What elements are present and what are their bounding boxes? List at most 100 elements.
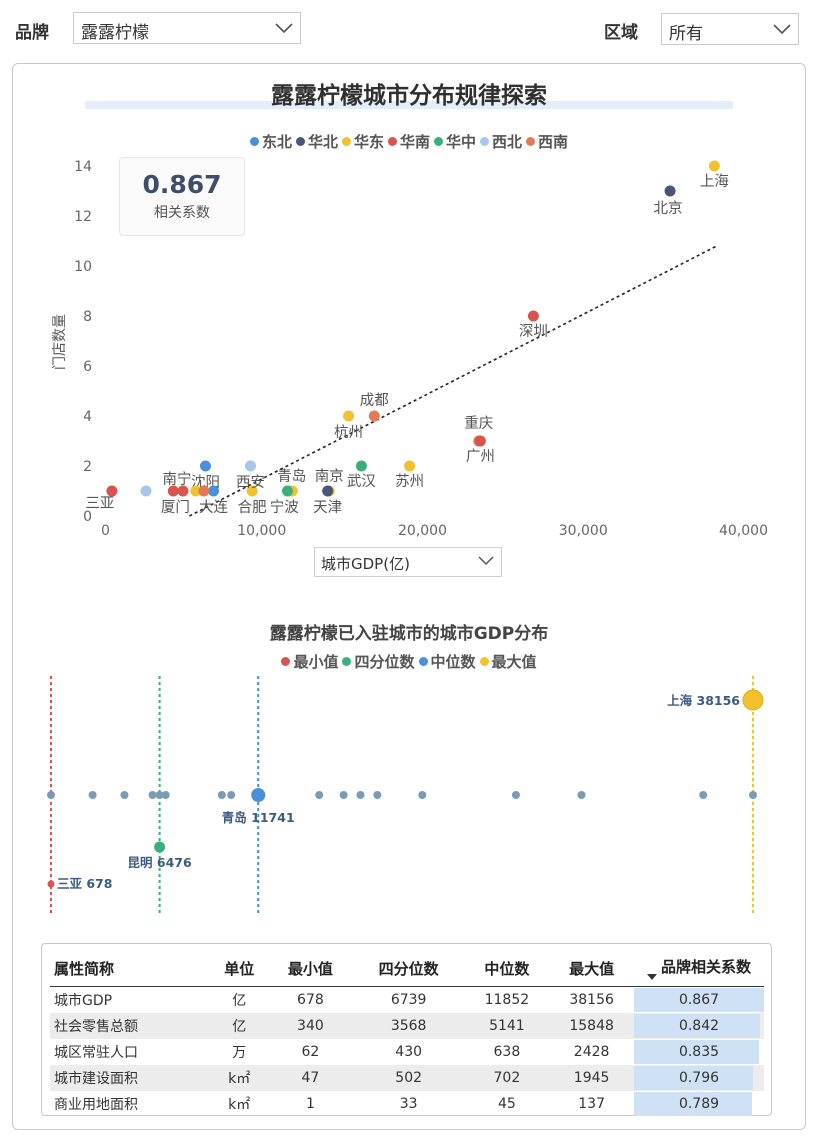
legend-item[interactable]: 西北: [480, 131, 522, 152]
legend-item[interactable]: 华东: [341, 131, 384, 152]
legend-item[interactable]: 西南: [526, 131, 568, 152]
scatter-point[interactable]: [190, 485, 202, 497]
scatter-point[interactable]: [355, 460, 367, 472]
point-label: 厦门: [161, 499, 190, 516]
scatter-point[interactable]: [527, 310, 539, 322]
scatter-point[interactable]: [167, 485, 179, 497]
chevron-down-icon: [275, 23, 293, 34]
x-tick-label: 40,000: [719, 523, 768, 539]
gdp-point[interactable]: [88, 791, 97, 799]
legend-label: 西北: [492, 133, 523, 151]
gdp-point[interactable]: [120, 791, 129, 799]
y-tick-label: 2: [83, 459, 92, 475]
scatter-point[interactable]: [244, 460, 256, 472]
gdp-point[interactable]: [577, 791, 586, 799]
point-label: 北京: [654, 200, 683, 217]
legend-item[interactable]: 华中: [434, 131, 476, 152]
table-row: 城市建设面积 k㎡ 47 502 702 1945 0.796: [50, 1065, 764, 1091]
legend-dot: [249, 137, 259, 146]
y-tick-label: 10: [74, 259, 92, 275]
gdp-distribution-chart: 三亚 678 昆明 6476 青岛 11741 上海 38156: [47, 676, 764, 913]
gdp-point[interactable]: [217, 791, 226, 799]
scatter-point[interactable]: [708, 160, 720, 172]
y-tick-label: 0: [83, 509, 92, 525]
scatter-point[interactable]: [368, 410, 380, 422]
stat-marker-max[interactable]: [742, 689, 764, 711]
scatter-point[interactable]: [199, 460, 211, 472]
gdp-point[interactable]: [47, 791, 55, 799]
point-label: 广州: [466, 448, 495, 465]
table-cell: 137: [578, 1096, 605, 1112]
legend-item[interactable]: 华南: [387, 131, 430, 152]
table-cell: 亿: [232, 993, 247, 1009]
column-header[interactable]: 最小值: [268, 950, 353, 987]
table-cell: 502: [352, 1065, 465, 1091]
column-header[interactable]: 四分位数: [352, 950, 465, 987]
table-cell: 社会零售总额: [50, 1013, 211, 1039]
column-header[interactable]: 品牌相关系数: [634, 950, 764, 987]
table-cell: 11852: [484, 992, 530, 1008]
scatter-point[interactable]: [664, 185, 676, 197]
scatter-point[interactable]: [281, 485, 293, 497]
legend-item[interactable]: 华北: [295, 131, 338, 152]
gdp-point[interactable]: [155, 791, 164, 799]
gdp-point[interactable]: [227, 791, 236, 799]
table-cell: 15848: [549, 1013, 634, 1039]
table-cell: 430: [395, 1044, 423, 1060]
legend-dot: [418, 657, 428, 666]
stat-marker-q1[interactable]: [154, 841, 166, 853]
attribute-table: 属性简称 单位 最小值 四分位数 中位数 最大值 品牌相关系数 城市GDP 亿 678 6739 1…: [41, 943, 772, 1116]
scatter-point[interactable]: [404, 460, 416, 472]
table-cell: 638: [493, 1044, 521, 1060]
y-tick-label: 4: [83, 409, 92, 425]
brand-filter-label: 品牌: [15, 23, 49, 43]
scatter-point[interactable]: [177, 485, 189, 497]
legend-label: 华中: [446, 133, 477, 151]
column-header[interactable]: 中位数: [464, 950, 550, 987]
x-tick-label: 20,000: [398, 523, 447, 539]
stat-marker-median[interactable]: [251, 788, 266, 802]
scatter-point[interactable]: [322, 485, 334, 497]
correlation-text: 0.867: [678, 992, 720, 1008]
y-tick-label: 6: [83, 359, 92, 375]
legend-dot: [295, 137, 305, 146]
scatter-point[interactable]: [474, 435, 486, 447]
gdp-point[interactable]: [699, 791, 708, 799]
gdp-point[interactable]: [356, 791, 365, 799]
gdp-point[interactable]: [161, 791, 170, 799]
legend-item[interactable]: 四分位数: [342, 651, 415, 672]
stat-marker-min[interactable]: [47, 880, 55, 888]
scatter-point[interactable]: [198, 485, 210, 497]
gdp-point[interactable]: [749, 791, 757, 799]
stat-label-median: 青岛 11741: [222, 810, 295, 825]
column-header[interactable]: 最大值: [549, 950, 634, 987]
table-cell: 商业用地面积: [54, 1097, 138, 1113]
scatter-chart-title: 露露柠檬城市分布规律探索: [271, 83, 547, 109]
legend-item[interactable]: 最大值: [479, 651, 537, 672]
point-label: 南京: [315, 468, 344, 485]
legend-item[interactable]: 最小值: [281, 651, 338, 672]
brand-select[interactable]: 露露柠檬: [73, 12, 301, 44]
y-tick-label: 12: [74, 209, 92, 225]
gdp-point[interactable]: [373, 791, 382, 799]
column-header[interactable]: 属性简称: [50, 950, 211, 987]
y-axis-label: 门店数量: [52, 314, 68, 370]
region-select[interactable]: 所有: [661, 13, 799, 45]
legend-item[interactable]: 东北: [249, 131, 292, 152]
scatter-point[interactable]: [246, 485, 258, 497]
column-header[interactable]: 单位: [210, 950, 269, 987]
scatter-point[interactable]: [140, 485, 152, 497]
gdp-point[interactable]: [148, 791, 157, 799]
gdp-point[interactable]: [315, 791, 324, 799]
gdp-point[interactable]: [511, 791, 520, 799]
gdp-point[interactable]: [418, 791, 427, 799]
sort-desc-icon[interactable]: [646, 974, 657, 980]
x-axis-field-select[interactable]: 城市GDP(亿): [314, 547, 502, 577]
table-cell: 6739: [390, 992, 427, 1008]
legend-item[interactable]: 中位数: [418, 651, 476, 672]
scatter-point[interactable]: [208, 485, 220, 497]
scatter-point[interactable]: [106, 485, 118, 497]
point-label: 杭州: [334, 424, 363, 441]
gdp-point[interactable]: [339, 791, 348, 799]
scatter-point[interactable]: [343, 410, 355, 422]
